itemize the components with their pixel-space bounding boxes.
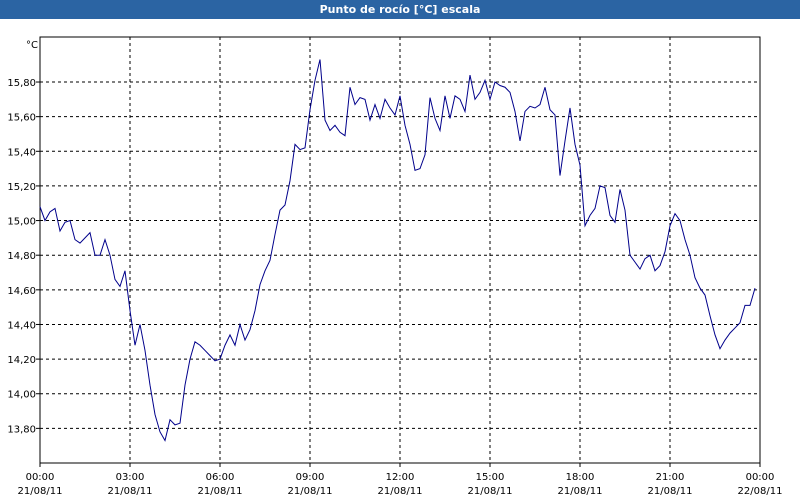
x-tick-date: 21/08/11 bbox=[288, 486, 333, 497]
y-tick-label: 15,40 bbox=[7, 147, 36, 158]
y-tick-label: 14,00 bbox=[7, 390, 36, 401]
x-tick-label: 15:00 bbox=[476, 472, 505, 483]
y-tick-label: 15,80 bbox=[7, 78, 36, 89]
x-tick-date: 21/08/11 bbox=[198, 486, 243, 497]
x-tick-date: 22/08/11 bbox=[738, 486, 783, 497]
data-line bbox=[39, 59, 756, 442]
y-tick-label: 14,60 bbox=[7, 286, 36, 297]
y-tick-label: 14,20 bbox=[7, 355, 36, 366]
y-tick-label: 13,80 bbox=[7, 424, 36, 435]
x-tick-label: 03:00 bbox=[116, 472, 145, 483]
x-tick-label: 09:00 bbox=[296, 472, 325, 483]
x-tick-label: 21:00 bbox=[656, 472, 685, 483]
x-tick-label: 18:00 bbox=[566, 472, 595, 483]
x-tick-date: 21/08/11 bbox=[18, 486, 63, 497]
x-tick-label: 00:00 bbox=[26, 472, 55, 483]
y-tick-label: 15,00 bbox=[7, 217, 36, 228]
x-tick-label: 12:00 bbox=[386, 472, 415, 483]
y-tick-label: 15,60 bbox=[7, 113, 36, 124]
x-tick-label: 00:00 bbox=[746, 472, 775, 483]
x-tick-date: 21/08/11 bbox=[648, 486, 693, 497]
chart-title: Punto de rocío [°C] escala bbox=[320, 3, 481, 16]
x-tick-date: 21/08/11 bbox=[558, 486, 603, 497]
title-bar bbox=[0, 0, 800, 19]
x-tick-label: 06:00 bbox=[206, 472, 235, 483]
y-tick-label: 14,40 bbox=[7, 320, 36, 331]
x-tick-date: 21/08/11 bbox=[108, 486, 153, 497]
y-tick-label: 14,80 bbox=[7, 251, 36, 262]
y-unit: °C bbox=[26, 40, 38, 51]
y-tick-label: 15,20 bbox=[7, 182, 36, 193]
x-tick-date: 21/08/11 bbox=[378, 486, 423, 497]
x-tick-date: 21/08/11 bbox=[468, 486, 513, 497]
